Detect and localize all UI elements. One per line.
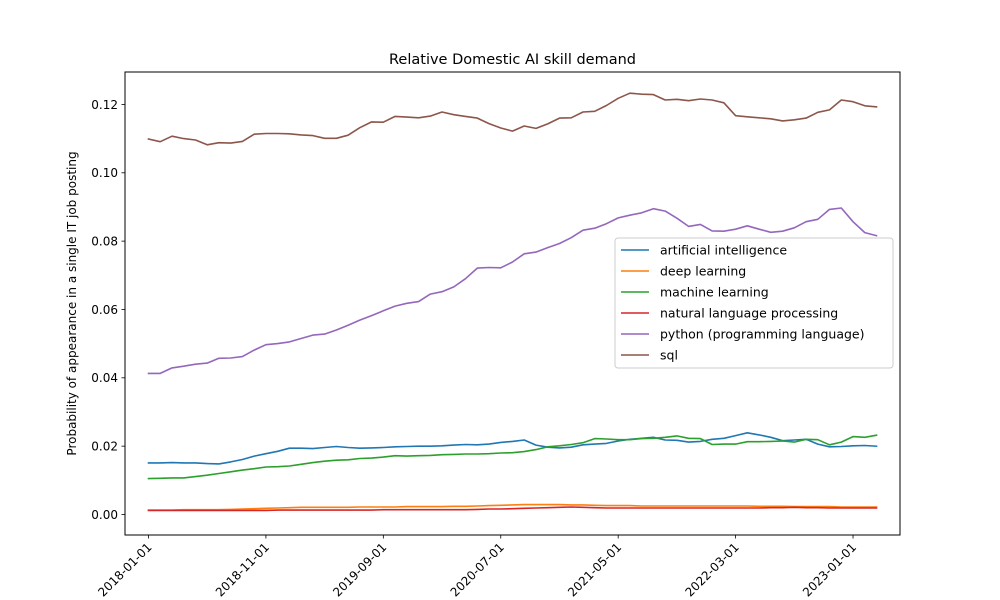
y-tick-label: 0.04 [91, 371, 118, 385]
y-axis: 0.00 0.02 0.04 0.06 0.08 0.10 0.12 [91, 98, 125, 522]
chart-title: Relative Domestic AI skill demand [389, 52, 636, 68]
plot-area [124, 71, 901, 536]
series-line-deep-learning [147, 503, 878, 511]
series-line-python-programming-language [147, 207, 878, 375]
legend-label: artificial intelligence [660, 243, 787, 258]
legend-label: python (programming language) [660, 327, 865, 342]
series-line-natural-language-processing [147, 506, 878, 512]
series-line-sql [147, 92, 878, 146]
legend-box [614, 237, 894, 369]
y-tick-label: 0.00 [91, 508, 118, 522]
y-tick-label: 0.10 [91, 166, 118, 180]
series-line-artificial-intelligence [147, 431, 878, 465]
y-tick-label: 0.08 [91, 234, 118, 248]
legend-label: sql [660, 348, 678, 363]
y-tick-label: 0.06 [91, 303, 118, 317]
series-lines [147, 92, 878, 512]
legend-label: deep learning [660, 264, 746, 279]
legend-label: machine learning [660, 285, 769, 300]
legend: artificial intelligence deep learning mach… [614, 237, 894, 369]
legend-label: natural language processing [660, 306, 838, 321]
y-tick-label: 0.12 [91, 98, 118, 112]
y-tick-label: 0.02 [91, 439, 118, 453]
series-line-machine-learning [147, 434, 878, 480]
y-axis-label: Probability of appearance in a single IT… [65, 151, 79, 455]
